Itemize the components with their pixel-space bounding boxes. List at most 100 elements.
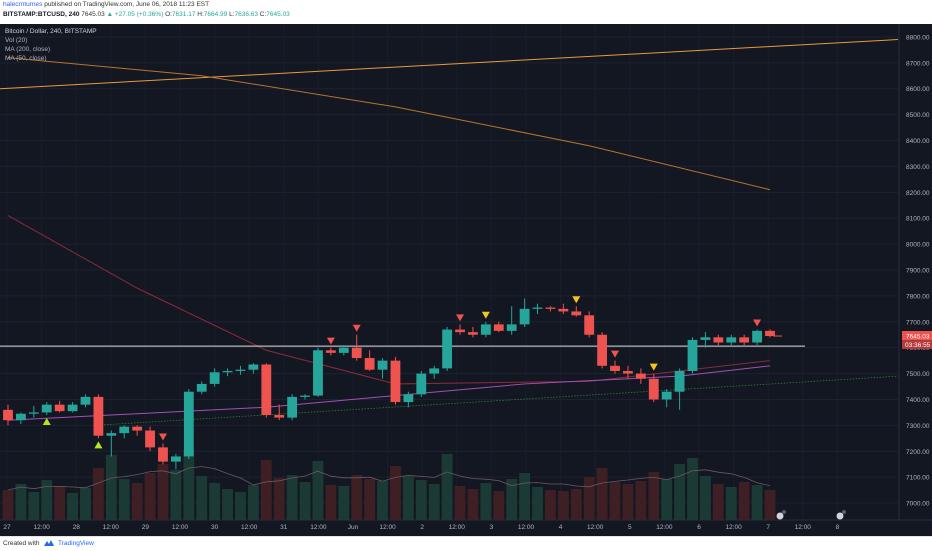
volume-bar	[41, 480, 53, 520]
volume-bar	[454, 486, 466, 520]
y-tick-label: 8000.00	[906, 242, 930, 249]
candle-body	[41, 404, 52, 413]
candle-body	[132, 426, 143, 431]
volume-bar	[157, 464, 169, 520]
volume-bar	[428, 484, 440, 520]
candle-body	[313, 350, 323, 396]
volume-bar	[131, 483, 143, 520]
volume-bar	[609, 482, 621, 520]
candle-body	[106, 433, 117, 436]
candle-body	[261, 364, 272, 416]
candle-body	[209, 372, 220, 384]
y-tick-label: 7500.00	[906, 371, 930, 378]
y-tick-label: 7000.00	[906, 501, 930, 508]
volume-bar	[351, 475, 363, 520]
candle-body	[442, 329, 453, 369]
candle-body	[183, 391, 194, 457]
candle-body	[480, 324, 491, 335]
current-price-label: 7645.03	[906, 334, 930, 341]
volume-ma-line	[7, 466, 771, 491]
volume-bar	[196, 476, 208, 520]
signal-arrow-down	[572, 296, 581, 304]
volume-bar	[699, 476, 711, 520]
candle-body	[765, 330, 775, 337]
x-tick-label: 6	[697, 524, 701, 531]
publish-info: halecrnturnes published on TradingView.c…	[3, 1, 209, 8]
x-tick-label: 12:00	[33, 524, 50, 531]
publish-header: halecrnturnes published on TradingView.c…	[0, 0, 932, 25]
candle-body	[390, 360, 401, 403]
ma200-line	[7, 57, 771, 191]
y-tick-label: 7300.00	[906, 423, 930, 430]
signal-arrow-down	[649, 363, 658, 371]
volume-bar	[764, 490, 776, 520]
legend-title: Bitcoin / Dollar, 240, BITSTAMP	[5, 28, 97, 35]
candle-body	[635, 373, 646, 379]
volume-bar	[2, 490, 14, 520]
signal-arrow-down	[352, 324, 361, 332]
signal-arrow-down	[753, 319, 762, 327]
volume-bar	[467, 489, 479, 520]
x-tick-label: 5	[628, 524, 632, 531]
volume-bar	[260, 460, 272, 520]
volume-bar	[583, 477, 595, 520]
x-tick-label: 2	[420, 524, 424, 531]
y-tick-label: 7800.00	[906, 293, 930, 300]
volume-bar	[738, 482, 750, 520]
candle-body	[739, 337, 750, 343]
volume-bar	[480, 483, 492, 520]
candle-body	[429, 368, 440, 374]
volume-bar	[493, 491, 505, 520]
published-text: published on TradingView.com, June 06, 2…	[44, 1, 210, 8]
candle-body	[571, 311, 582, 316]
legend-ma200: MA (200, close)	[5, 46, 51, 53]
candle-body	[170, 456, 181, 462]
candle-body	[700, 337, 711, 340]
signal-arrow-down	[326, 337, 335, 345]
open-value: 7631.17	[171, 11, 196, 18]
ma50-line	[7, 365, 771, 421]
candle-body	[468, 332, 478, 335]
y-tick-label: 8300.00	[906, 164, 930, 171]
volume-bar	[596, 468, 608, 520]
chart-legend: Bitcoin / Dollar, 240, BITSTAMP Vol (20)…	[5, 27, 97, 63]
volume-bar	[286, 475, 298, 520]
candle-body	[3, 409, 13, 421]
y-tick-label: 8800.00	[906, 34, 930, 41]
volume-bar	[661, 479, 673, 520]
y-tick-label: 7700.00	[906, 319, 930, 326]
volume-bar	[312, 461, 324, 520]
candle-body	[196, 383, 207, 392]
last-price: 7645.03	[81, 11, 105, 18]
x-tick-label: 7	[766, 524, 770, 531]
symbol-label: BITSTAMP:BTCUSD, 240	[3, 11, 80, 18]
x-tick-label: 12:00	[449, 524, 466, 531]
y-tick-label: 8700.00	[906, 60, 930, 67]
volume-bar	[635, 481, 647, 520]
candle-body	[403, 394, 414, 403]
ma-long-line	[0, 39, 899, 90]
footer-bar: Created with TradingView	[0, 536, 932, 551]
volume-bar	[144, 473, 156, 520]
price-chart[interactable]: 8800.00 8700.00 8600.00 8500.00 8400.00 8300.…	[0, 24, 932, 536]
y-tick-label: 7200.00	[906, 449, 930, 456]
x-tick-label: 4	[559, 524, 563, 531]
volume-bar	[92, 468, 104, 520]
price-tag	[902, 331, 932, 341]
close-value: 7645.03	[266, 11, 290, 18]
low-label: L:	[229, 11, 235, 18]
x-tick-label: 31	[280, 524, 288, 531]
x-tick-label: 29	[142, 524, 150, 531]
volume-bar	[273, 478, 285, 520]
candle-body	[80, 396, 91, 405]
candle-body	[597, 334, 608, 366]
x-tick-label: 12:00	[656, 524, 673, 531]
candle-body	[532, 307, 543, 309]
candle-body	[674, 370, 685, 392]
x-tick-label: 12:00	[795, 524, 812, 531]
volume-bar	[222, 489, 233, 520]
candle-body	[54, 404, 65, 412]
created-text: Created with	[3, 540, 40, 547]
author-link[interactable]: halecrnturnes	[3, 1, 43, 8]
brand-link[interactable]: TradingView	[58, 540, 94, 547]
